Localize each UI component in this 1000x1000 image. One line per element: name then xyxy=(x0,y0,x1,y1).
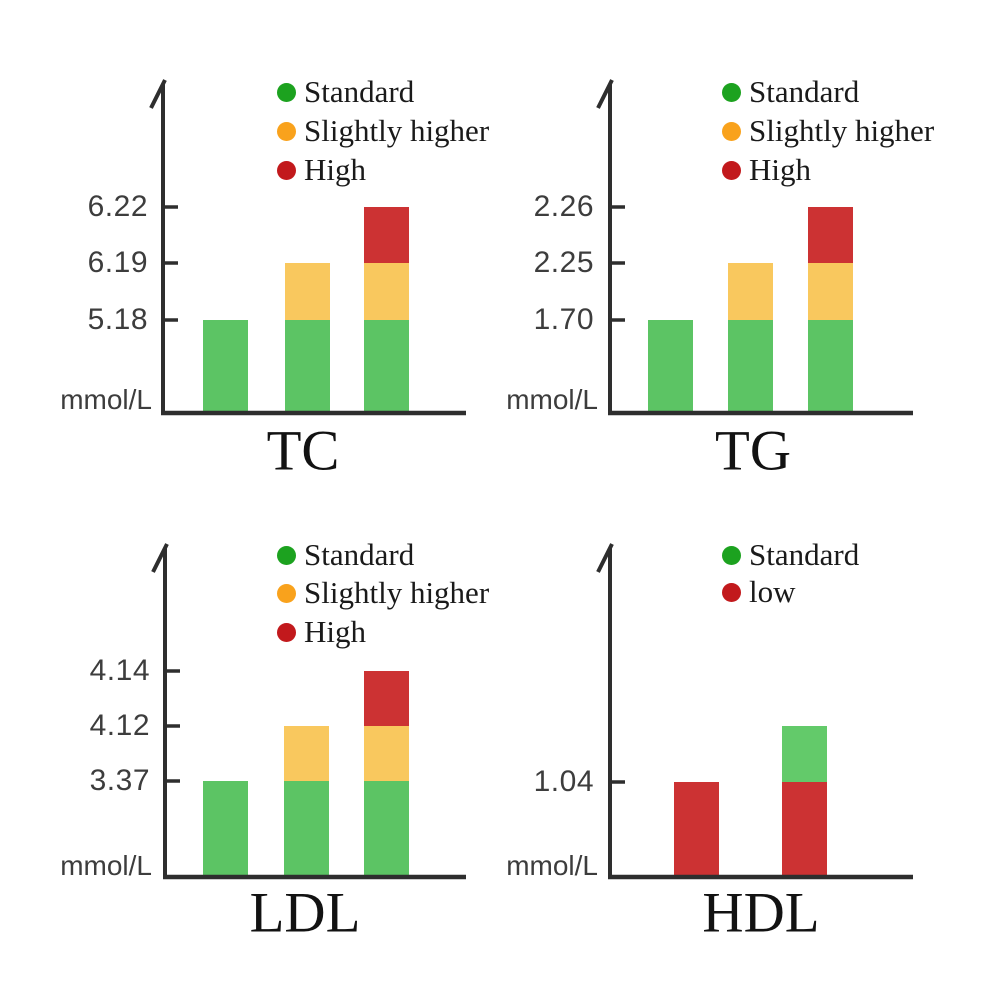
ldl-bar-slightly-higher-segment xyxy=(284,781,329,877)
green-dot-icon xyxy=(277,545,296,565)
ldl-legend-label: High xyxy=(304,614,366,649)
tc-y-tick-label: 5.18 xyxy=(87,303,148,336)
tc-bar-high-segment xyxy=(364,263,409,320)
hdl-bar-low-plus-standard-segment xyxy=(782,782,827,877)
tc-bar-high-segment xyxy=(364,320,409,413)
chart-title-hdl: HDL xyxy=(702,881,820,945)
unit-label-hdl: mmol/L xyxy=(506,850,598,881)
orange-dot-icon xyxy=(722,121,741,141)
tc-bar-high-segment xyxy=(364,207,409,263)
red-dot-icon xyxy=(722,160,741,180)
hdl-legend-label: low xyxy=(749,574,796,609)
chart-title-ldl: LDL xyxy=(249,881,361,945)
unit-label-tc: mmol/L xyxy=(60,384,152,415)
red-dot-icon xyxy=(277,160,296,180)
hdl-y-axis-arrowhead-icon xyxy=(596,543,614,573)
ldl-bar-standard-segment xyxy=(203,781,248,877)
unit-label-tg: mmol/L xyxy=(506,384,598,415)
tc-y-axis-arrowhead-icon xyxy=(149,79,167,109)
ldl-legend-label: Standard xyxy=(304,537,415,572)
ldl-y-axis-arrowhead-icon xyxy=(151,543,169,573)
ldl-legend-item: Standard xyxy=(277,536,414,574)
ldl-y-tick-label: 4.12 xyxy=(89,709,150,742)
hdl-bar-low-plus-standard-segment xyxy=(782,726,827,782)
ldl-legend-item: Slightly higher xyxy=(277,574,489,612)
ldl-legend-item: High xyxy=(277,613,366,651)
ldl-legend-label: Slightly higher xyxy=(304,575,490,610)
tc-bar-standard-segment xyxy=(203,320,248,413)
tg-legend-item: Slightly higher xyxy=(722,112,934,150)
tg-legend-label: Slightly higher xyxy=(749,113,935,148)
ldl-bar-high-segment xyxy=(364,671,409,726)
red-dot-icon xyxy=(722,582,741,602)
tg-bar-standard-segment xyxy=(648,320,693,413)
tg-bar-high-segment xyxy=(808,207,853,263)
tc-legend-item: Slightly higher xyxy=(277,112,489,150)
green-dot-icon xyxy=(722,82,741,102)
tc-legend-label: High xyxy=(304,152,366,187)
tg-legend-label: High xyxy=(749,152,811,187)
tg-y-tick-label: 1.70 xyxy=(533,303,594,336)
orange-dot-icon xyxy=(277,121,296,141)
tg-legend-item: High xyxy=(722,151,811,189)
tc-legend-item: Standard xyxy=(277,73,414,111)
tc-legend-item: High xyxy=(277,151,366,189)
ldl-y-tick-label: 4.14 xyxy=(89,654,150,687)
hdl-legend-label: Standard xyxy=(749,537,860,572)
tg-y-axis-arrowhead-icon xyxy=(596,79,614,109)
tc-legend-label: Slightly higher xyxy=(304,113,490,148)
hdl-legend-item: Standard xyxy=(722,536,859,574)
hdl-y-tick-label: 1.04 xyxy=(533,765,594,798)
tc-bar-slightly-higher-segment xyxy=(285,263,330,320)
ldl-bar-high-segment xyxy=(364,781,409,877)
tg-legend-item: Standard xyxy=(722,73,859,111)
tg-bar-slightly-higher-segment xyxy=(728,263,773,320)
chart-title-tg: TG xyxy=(715,419,791,483)
chart-title-tc: TC xyxy=(266,419,340,483)
green-dot-icon xyxy=(722,545,741,565)
ldl-bar-high-segment xyxy=(364,726,409,781)
tg-bar-high-segment xyxy=(808,320,853,413)
tg-bar-high-segment xyxy=(808,263,853,320)
tc-y-tick-label: 6.22 xyxy=(87,190,148,223)
red-dot-icon xyxy=(277,622,296,642)
hdl-bar-low-segment xyxy=(674,782,719,877)
tg-legend-label: Standard xyxy=(749,74,860,109)
tc-legend-label: Standard xyxy=(304,74,415,109)
tc-bar-slightly-higher-segment xyxy=(285,320,330,413)
hdl-legend-item: low xyxy=(722,573,796,611)
ldl-bar-slightly-higher-segment xyxy=(284,726,329,781)
tg-y-tick-label: 2.26 xyxy=(533,190,594,223)
green-dot-icon xyxy=(277,82,296,102)
unit-label-ldl: mmol/L xyxy=(60,850,152,881)
tc-y-tick-label: 6.19 xyxy=(87,246,148,279)
tg-y-tick-label: 2.25 xyxy=(533,246,594,279)
orange-dot-icon xyxy=(277,583,296,603)
tg-bar-slightly-higher-segment xyxy=(728,320,773,413)
ldl-y-tick-label: 3.37 xyxy=(89,764,150,797)
